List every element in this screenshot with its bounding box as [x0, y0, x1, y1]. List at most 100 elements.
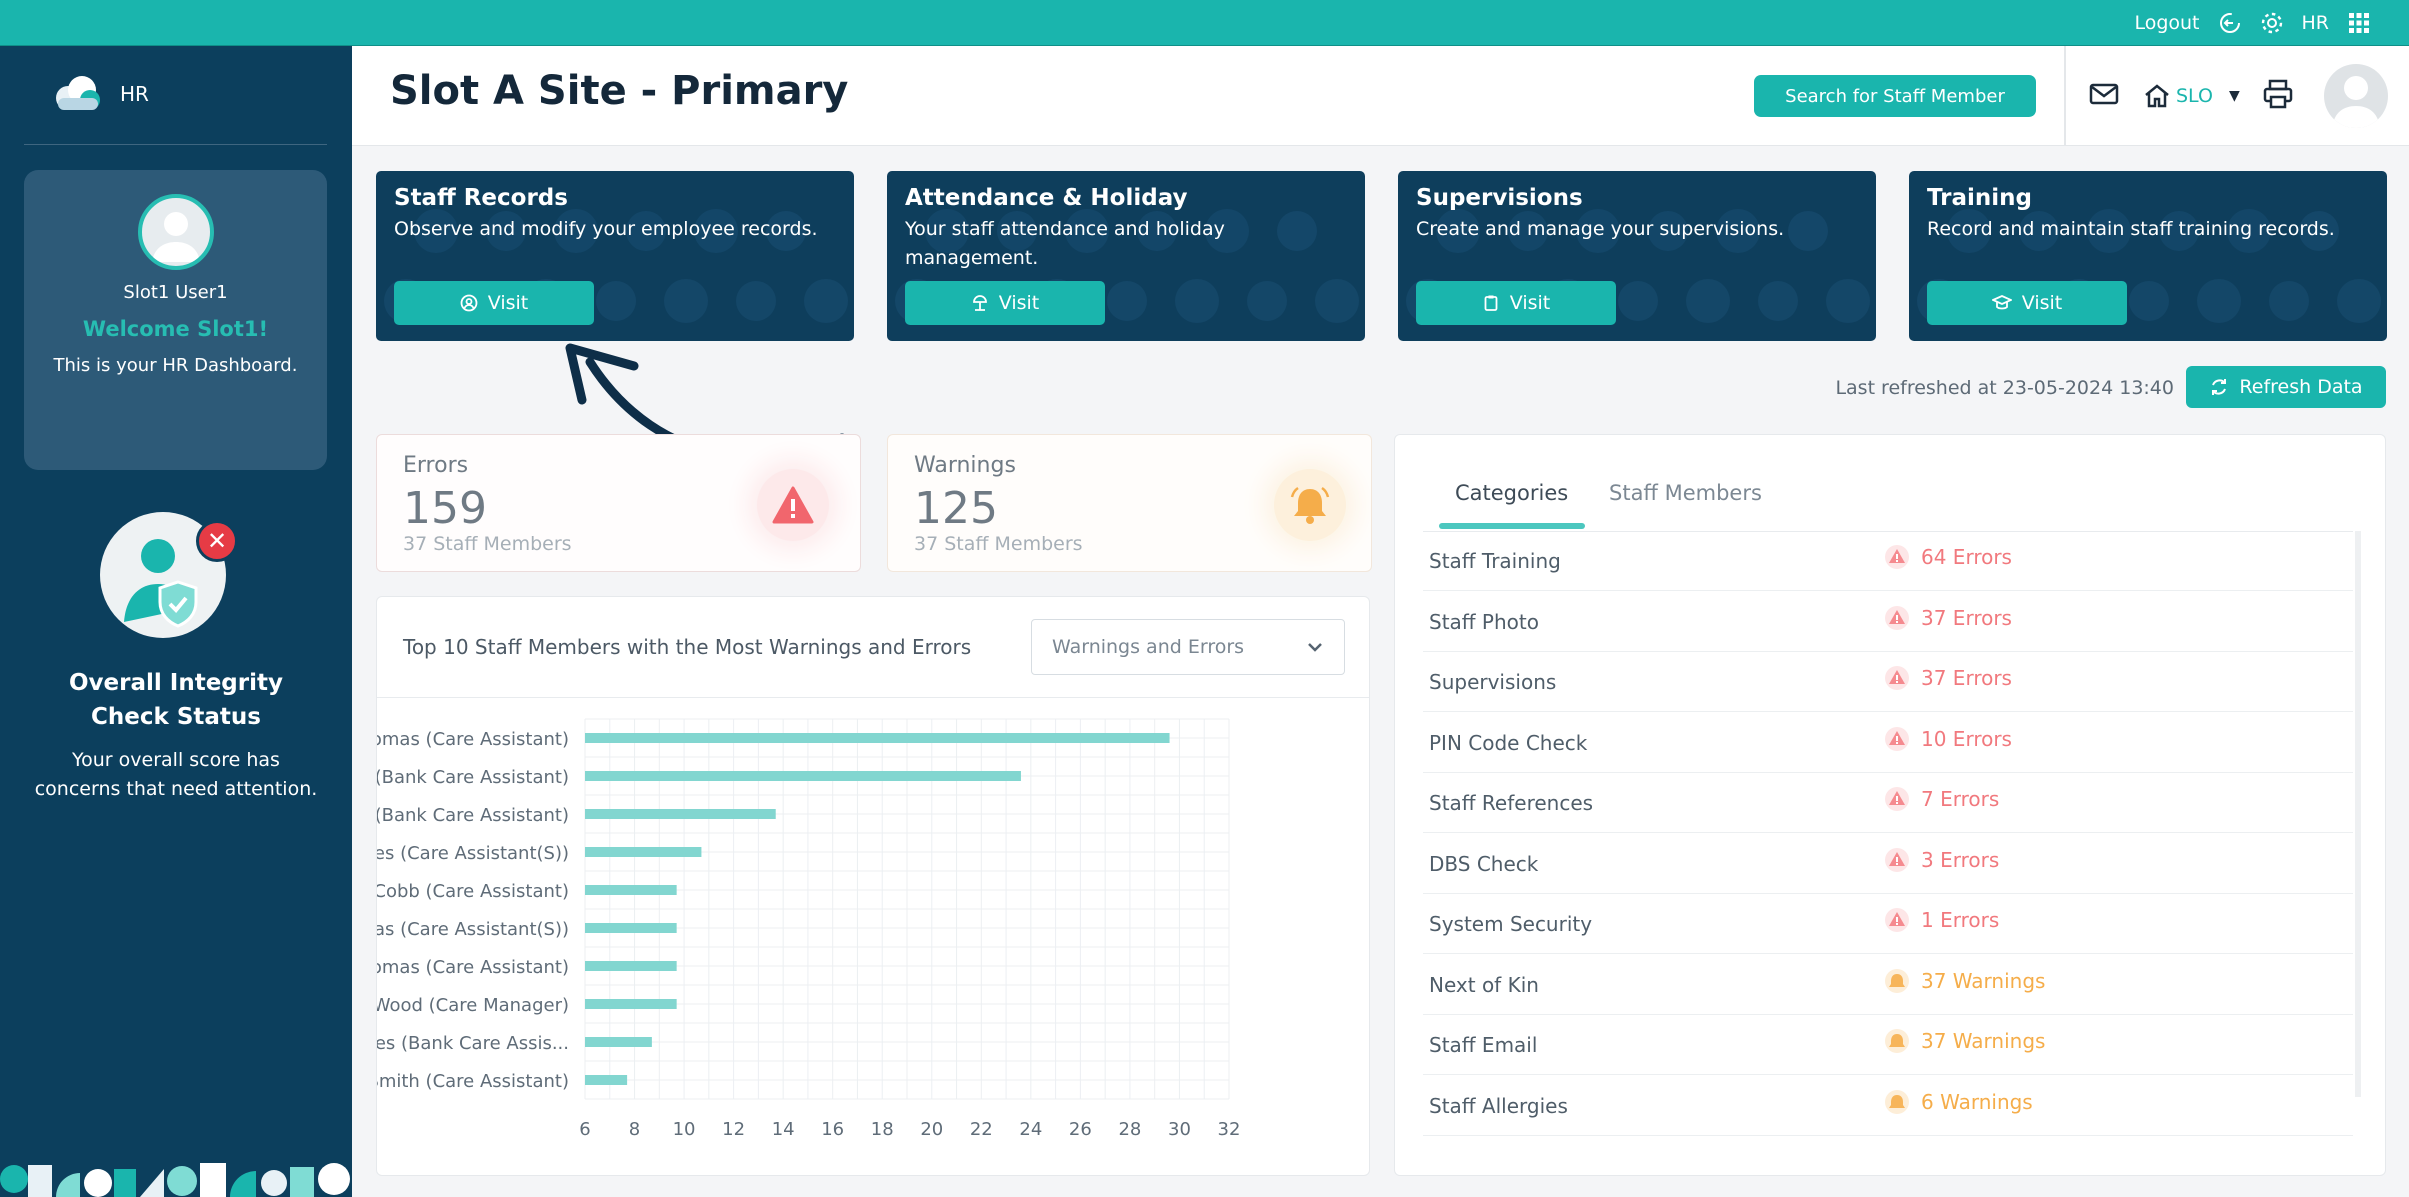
training-card: Training Record and maintain staff train…	[1909, 171, 2387, 341]
card-description: Record and maintain staff training recor…	[1927, 218, 2335, 240]
staff-bar-chart: V Thomas (Care Assistant) E Smith (Bank C…	[377, 718, 1241, 1140]
error-icon	[1885, 787, 1909, 811]
chart-category-label: J James (Bank Care Assistant)	[377, 805, 569, 826]
staff-records-card: Staff Records Observe and modify your em…	[376, 171, 854, 341]
category-count: 7 Errors	[1885, 787, 1999, 811]
visit-label: Visit	[998, 292, 1040, 314]
category-count: 37 Warnings	[1885, 968, 2046, 993]
staff-records-visit-button[interactable]: Visit	[394, 281, 594, 325]
count-label: 3 Errors	[1921, 847, 2000, 872]
count-label: 37 Warnings	[1921, 1029, 2046, 1053]
chart-tick-label: 10	[673, 1119, 696, 1140]
site-selector[interactable]: SLO ▼	[2142, 81, 2240, 111]
user-name: Slot1 User1	[123, 282, 228, 303]
warnings-stat-card[interactable]: Warnings 125 37 Staff Members	[887, 434, 1372, 572]
card-title: Staff Records	[394, 185, 568, 211]
chart-category-label: V Thomas (Care Assistant)	[377, 729, 569, 750]
beach-icon	[972, 295, 987, 311]
chart-category-label: S Jones (Care Assistant(S))	[377, 843, 569, 864]
avatar[interactable]	[2324, 64, 2388, 128]
chart-bar[interactable]	[585, 961, 677, 971]
list-item[interactable]: System Security 1 Errors	[1423, 894, 2353, 954]
home-icon	[2145, 84, 2169, 108]
attendance-visit-button[interactable]: Visit	[905, 281, 1105, 325]
tab-staff-members[interactable]: Staff Members	[1609, 481, 1762, 505]
count-label: 7 Errors	[1921, 787, 2000, 811]
caret-down-icon: ▼	[2228, 88, 2240, 104]
brand-label: HR	[120, 82, 149, 106]
chart-tick-label: 30	[1168, 1119, 1191, 1140]
list-item[interactable]: Staff Training 64 Errors	[1423, 531, 2353, 591]
chart-bar[interactable]	[585, 1037, 652, 1047]
stat-subtext: 37 Staff Members	[403, 533, 572, 555]
category-count: 37 Warnings	[1885, 1029, 2045, 1053]
logout-icon[interactable]	[2218, 11, 2242, 35]
category-count: 37 Errors	[1885, 605, 2012, 630]
error-icon	[1885, 908, 1909, 932]
logout-link[interactable]: Logout	[2134, 12, 2199, 34]
list-item[interactable]: DBS Check 3 Errors	[1423, 834, 2353, 894]
errors-stat-card[interactable]: Errors 159 37 Staff Members	[376, 434, 861, 572]
chart-tick-label: 20	[920, 1119, 943, 1140]
brand[interactable]: HR	[48, 74, 149, 114]
supervisions-visit-button[interactable]: Visit	[1416, 281, 1616, 325]
chart-bar[interactable]	[585, 1075, 628, 1085]
chart-bar[interactable]	[585, 733, 1170, 743]
top-bar: Logout HR	[0, 0, 2409, 46]
grid-icon[interactable]	[2347, 11, 2371, 35]
card-description: Create and manage your supervisions.	[1416, 218, 1785, 240]
refresh-data-button[interactable]: Refresh Data	[2186, 366, 2386, 408]
stat-value: 125	[914, 483, 998, 534]
list-item[interactable]: Staff Photo 37 Errors	[1423, 592, 2353, 652]
chart-bar[interactable]	[585, 923, 677, 933]
list-item[interactable]: Next of Kin 37 Warnings	[1423, 955, 2353, 1015]
mail-icon[interactable]	[2088, 78, 2120, 114]
count-label: 37 Errors	[1921, 605, 2012, 630]
cloud-logo-icon	[56, 76, 100, 110]
categories-panel: Categories Staff Members Staff Training 6…	[1394, 434, 2386, 1176]
stat-subtext: 37 Staff Members	[914, 533, 1083, 555]
site-code: SLO	[2176, 85, 2213, 107]
printer-icon[interactable]	[2262, 78, 2294, 114]
user-circle-icon	[460, 294, 478, 312]
sidebar: HR Slot1 User1 Welcome Slot1! This is yo…	[0, 46, 352, 1197]
logout-label: Logout	[2134, 12, 2200, 34]
scrollbar[interactable]	[2355, 531, 2361, 1097]
error-icon	[1885, 666, 1909, 690]
card-title: Supervisions	[1416, 185, 1583, 211]
count-label: 1 Errors	[1921, 908, 2000, 932]
chart-filter-select[interactable]: Warnings and Errors	[1031, 619, 1345, 675]
refresh-label: Refresh Data	[2239, 376, 2363, 398]
user-code[interactable]: HR	[2301, 12, 2330, 34]
chart-category-label: R Cobb (Care Assistant)	[377, 881, 569, 902]
chart-bar[interactable]	[585, 885, 677, 895]
error-icon	[757, 469, 829, 541]
gear-icon[interactable]	[2260, 11, 2284, 35]
chart-tick-label: 18	[871, 1119, 894, 1140]
category-name: Staff Allergies	[1429, 1093, 1568, 1118]
bell-icon	[1885, 1089, 1909, 1114]
list-item[interactable]: Supervisions 37 Errors	[1423, 652, 2353, 712]
chart-category-label: B Wood (Care Manager)	[377, 995, 569, 1016]
category-count: 10 Errors	[1885, 726, 2012, 751]
training-visit-button[interactable]: Visit	[1927, 281, 2127, 325]
list-item[interactable]: Staff References 7 Errors	[1423, 773, 2353, 833]
chart-tick-label: 32	[1218, 1119, 1241, 1140]
search-staff-button[interactable]: Search for Staff Member	[1754, 75, 2036, 117]
tab-categories[interactable]: Categories	[1455, 481, 1569, 505]
chart-bar[interactable]	[585, 847, 702, 857]
chart-bar[interactable]	[585, 771, 1021, 781]
avatar	[137, 194, 214, 270]
divider	[377, 697, 1369, 698]
last-refreshed-text: Last refreshed at 23-05-2024 13:40	[1835, 377, 2174, 399]
category-count: 37 Errors	[1885, 666, 2012, 690]
chart-bar[interactable]	[585, 809, 776, 819]
list-item[interactable]: Staff Allergies 6 Warnings	[1423, 1076, 2353, 1136]
chart-bar[interactable]	[585, 999, 677, 1009]
list-item[interactable]: PIN Code Check 10 Errors	[1423, 713, 2353, 773]
page-title: Slot A Site - Primary	[390, 68, 849, 114]
category-name: Next of Kin	[1429, 972, 1539, 997]
divider	[1423, 531, 2353, 532]
count-label: 37 Warnings	[1921, 968, 2046, 993]
list-item[interactable]: Staff Email 37 Warnings	[1423, 1015, 2353, 1075]
